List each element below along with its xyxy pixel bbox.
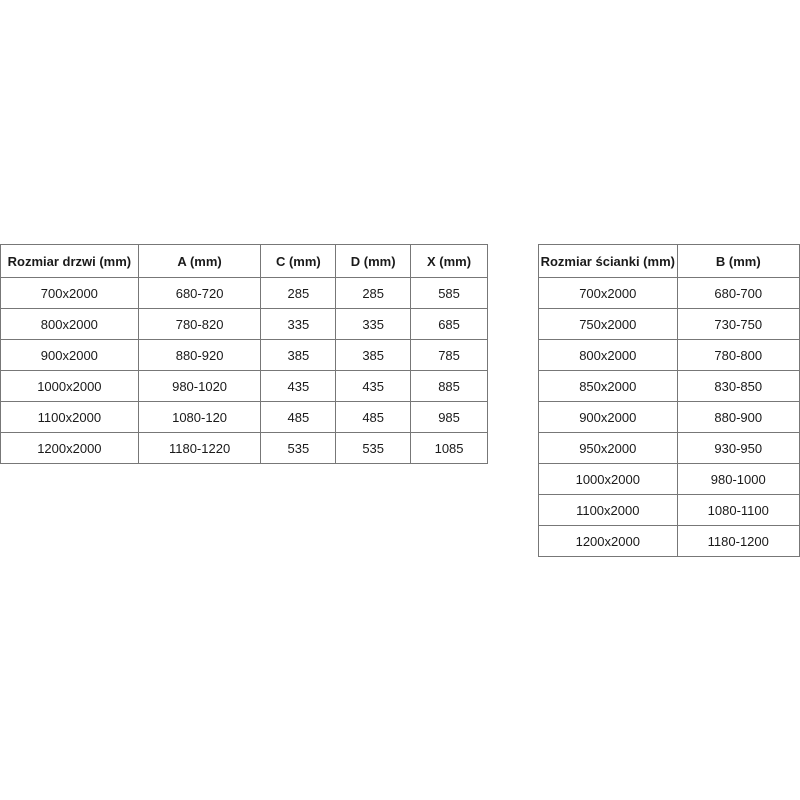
table-row: 1100x2000 1080-1100 [538, 494, 800, 526]
table-cell: 1085 [410, 432, 488, 464]
table-row: 1200x2000 1180-1220 535 535 1085 [0, 432, 488, 464]
table-row: 800x2000 780-820 335 335 685 [0, 308, 488, 340]
table-row: 900x2000 880-900 [538, 401, 800, 433]
table-row: 900x2000 880-920 385 385 785 [0, 339, 488, 371]
table-cell: 930-950 [676, 432, 800, 464]
table-cell: 780-820 [137, 308, 262, 340]
table-cell: 1080-1100 [676, 494, 800, 526]
table-cell: 335 [260, 308, 337, 340]
table-cell: 435 [260, 370, 337, 402]
table-cell: 535 [335, 432, 412, 464]
table-cell: 1100x2000 [538, 494, 678, 526]
table-row: 1100x2000 1080-120 485 485 985 [0, 401, 488, 433]
table-cell: 980-1020 [137, 370, 262, 402]
column-header: A (mm) [137, 244, 262, 278]
table-row: 1200x2000 1180-1200 [538, 525, 800, 557]
table-cell: 950x2000 [538, 432, 678, 464]
table-row: 800x2000 780-800 [538, 339, 800, 371]
wall-size-table: Rozmiar ścianki (mm) B (mm) 700x2000 680-7… [538, 244, 800, 557]
column-header: Rozmiar ścianki (mm) [538, 244, 678, 278]
table-row: 1000x2000 980-1020 435 435 885 [0, 370, 488, 402]
door-size-table: Rozmiar drzwi (mm) A (mm) C (mm) D (mm) X (m… [0, 244, 488, 464]
table-row: 700x2000 680-700 [538, 277, 800, 309]
column-header: X (mm) [410, 244, 488, 278]
table-cell: 1000x2000 [538, 463, 678, 495]
table-cell: 885 [410, 370, 488, 402]
table-cell: 585 [410, 277, 488, 309]
column-header: D (mm) [335, 244, 412, 278]
column-header: Rozmiar drzwi (mm) [0, 244, 139, 278]
table-cell: 800x2000 [0, 308, 139, 340]
table-cell: 850x2000 [538, 370, 678, 402]
table-cell: 900x2000 [538, 401, 678, 433]
table-cell: 980-1000 [676, 463, 800, 495]
table-row: 700x2000 680-720 285 285 585 [0, 277, 488, 309]
column-header: B (mm) [676, 244, 800, 278]
table-cell: 1080-120 [137, 401, 262, 433]
table-cell: 435 [335, 370, 412, 402]
table-cell: 1180-1200 [676, 525, 800, 557]
table-cell: 1100x2000 [0, 401, 139, 433]
table-row: 850x2000 830-850 [538, 370, 800, 402]
table-cell: 685 [410, 308, 488, 340]
table-cell: 680-720 [137, 277, 262, 309]
table-row: 750x2000 730-750 [538, 308, 800, 340]
table-row: 950x2000 930-950 [538, 432, 800, 464]
table-cell: 1000x2000 [0, 370, 139, 402]
table-cell: 700x2000 [0, 277, 139, 309]
table-cell: 800x2000 [538, 339, 678, 371]
table-cell: 285 [335, 277, 412, 309]
table-cell: 900x2000 [0, 339, 139, 371]
table-cell: 535 [260, 432, 337, 464]
table-cell: 335 [335, 308, 412, 340]
table-cell: 385 [335, 339, 412, 371]
table-header-row: Rozmiar drzwi (mm) A (mm) C (mm) D (mm) X (m… [0, 244, 488, 278]
table-cell: 880-900 [676, 401, 800, 433]
table-cell: 750x2000 [538, 308, 678, 340]
table-cell: 785 [410, 339, 488, 371]
table-cell: 700x2000 [538, 277, 678, 309]
table-cell: 880-920 [137, 339, 262, 371]
table-row: 1000x2000 980-1000 [538, 463, 800, 495]
table-cell: 385 [260, 339, 337, 371]
table-cell: 485 [335, 401, 412, 433]
table-cell: 285 [260, 277, 337, 309]
table-cell: 830-850 [676, 370, 800, 402]
table-cell: 730-750 [676, 308, 800, 340]
table-header-row: Rozmiar ścianki (mm) B (mm) [538, 244, 800, 278]
table-cell: 680-700 [676, 277, 800, 309]
table-cell: 985 [410, 401, 488, 433]
table-cell: 485 [260, 401, 337, 433]
table-cell: 780-800 [676, 339, 800, 371]
table-cell: 1200x2000 [0, 432, 139, 464]
table-cell: 1200x2000 [538, 525, 678, 557]
column-header: C (mm) [260, 244, 337, 278]
table-cell: 1180-1220 [137, 432, 262, 464]
